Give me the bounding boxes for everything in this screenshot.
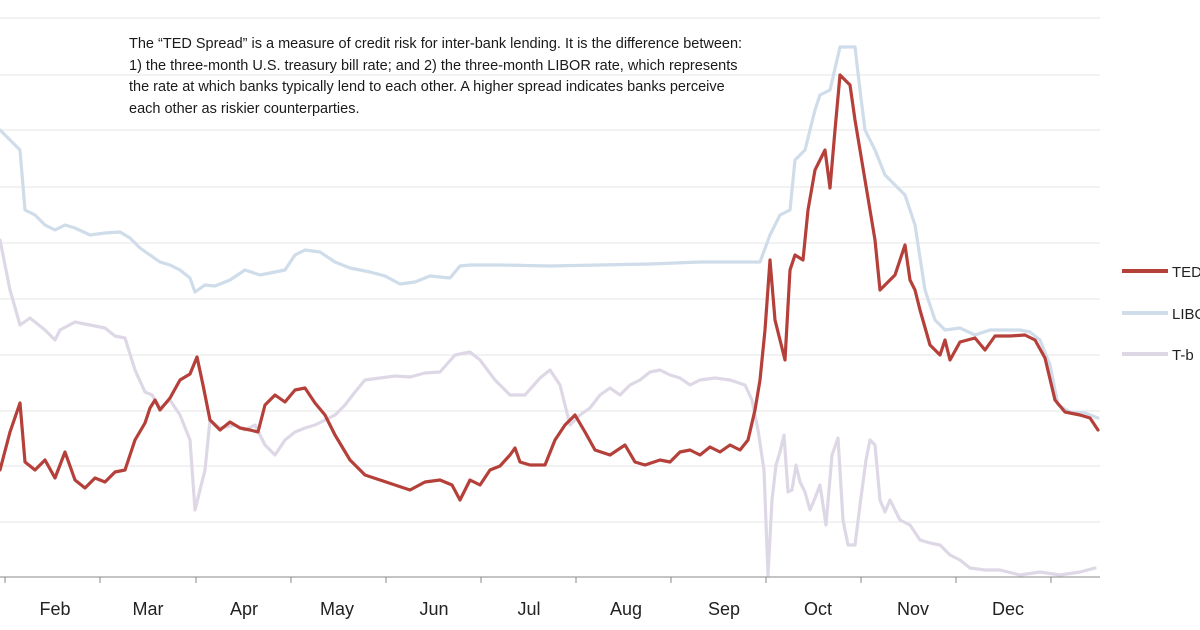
x-tick-label-sep: Sep (708, 599, 740, 619)
x-tick-label-nov: Nov (897, 599, 929, 619)
legend: TED LIBO T-b (1122, 264, 1200, 364)
x-tick-label-may: May (320, 599, 354, 619)
series-line-t-b (0, 238, 1097, 577)
x-tick-label-oct: Oct (804, 599, 832, 619)
series-lines (0, 45, 1100, 577)
legend-label-ted: TED (1172, 264, 1200, 281)
x-axis-labels: Feb Mar Apr May Jun Jul Aug Sep Oct Nov Dec (39, 599, 1024, 619)
x-tick-label-jun: Jun (419, 599, 448, 619)
legend-label-t-b: T-b (1172, 347, 1194, 364)
x-tick-label-dec: Dec (992, 599, 1024, 619)
x-tick-label-aug: Aug (610, 599, 642, 619)
legend-label-libo: LIBO (1172, 306, 1200, 323)
annotation-text: The “TED Spread” is a measure of credit … (129, 36, 743, 117)
x-tick-label-mar: Mar (133, 599, 164, 619)
gridlines (0, 17, 1100, 523)
series-line-libo (0, 45, 1100, 420)
series-line-ted (0, 73, 1100, 502)
x-tick-label-feb: Feb (39, 599, 70, 619)
x-tick-label-apr: Apr (230, 599, 258, 619)
x-tick-label-jul: Jul (517, 599, 540, 619)
ted-spread-annotation: The “TED Spread” is a measure of credit … (129, 34, 749, 120)
x-axis-ticks (4, 577, 1052, 583)
